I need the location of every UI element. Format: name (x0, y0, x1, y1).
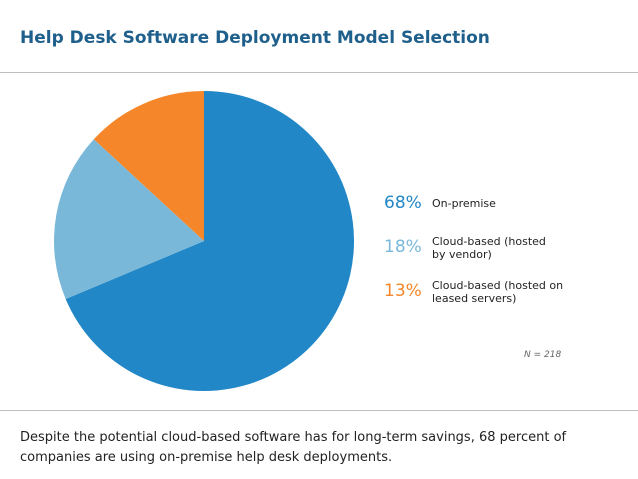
legend-percent-3: 13% (384, 281, 422, 301)
pie-slice-3 (93, 91, 204, 241)
chart-title: Help Desk Software Deployment Model Sele… (20, 28, 490, 48)
bottom-divider (0, 410, 638, 411)
caption-text: Despite the potential cloud-based softwa… (20, 430, 567, 465)
legend-percent-1: 68% (384, 193, 422, 213)
sample-size-note: N = 218 (524, 350, 562, 360)
pie-slice-2 (54, 139, 204, 299)
legend-label-2: Cloud-based (hosted by vendor) (432, 235, 546, 261)
legend-label-3: Cloud-based (hosted on leased servers) (432, 279, 564, 305)
pie-chart (54, 91, 355, 391)
pie-slice-1 (65, 91, 355, 391)
legend-percent-2: 18% (384, 237, 422, 257)
legend-label-1: On-premise (432, 197, 496, 210)
top-divider (0, 72, 638, 73)
